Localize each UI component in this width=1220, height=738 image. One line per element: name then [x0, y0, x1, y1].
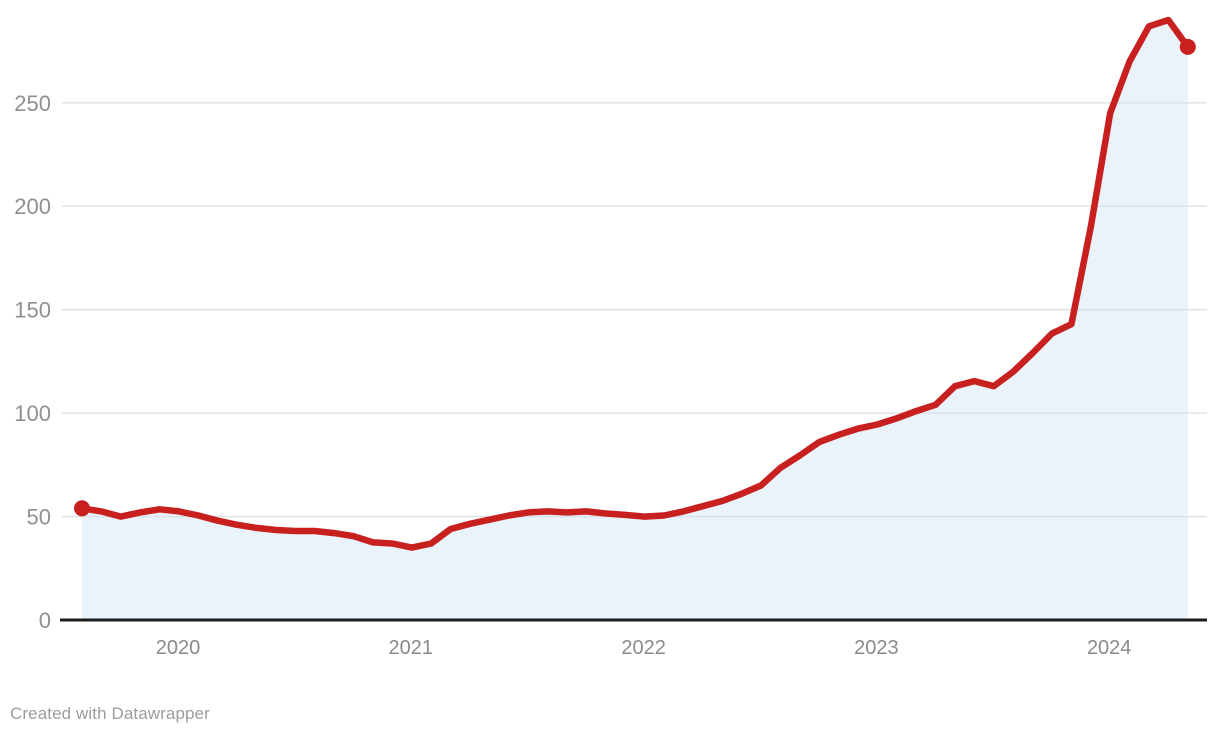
x-tick-label: 2023: [854, 637, 899, 659]
y-tick-label: 0: [39, 608, 51, 633]
end-point-dot: [1179, 38, 1196, 55]
y-tick-label: 150: [14, 298, 51, 323]
y-tick-label: 50: [27, 505, 51, 530]
x-tick-label: 2024: [1087, 637, 1132, 659]
start-point-dot: [74, 500, 90, 517]
x-tick-label: 2021: [389, 637, 434, 659]
x-tick-label: 2020: [156, 637, 201, 659]
x-tick-label: 2022: [621, 637, 666, 659]
y-tick-label: 250: [14, 91, 51, 116]
y-tick-label: 200: [14, 194, 51, 219]
chart-area-fill: [82, 20, 1188, 619]
datawrapper-credit: Created with Datawrapper: [10, 704, 210, 723]
y-tick-label: 100: [14, 401, 51, 426]
chart-footer: Created with Datawrapper: [10, 703, 210, 724]
chart-line: [78, 16, 1192, 551]
